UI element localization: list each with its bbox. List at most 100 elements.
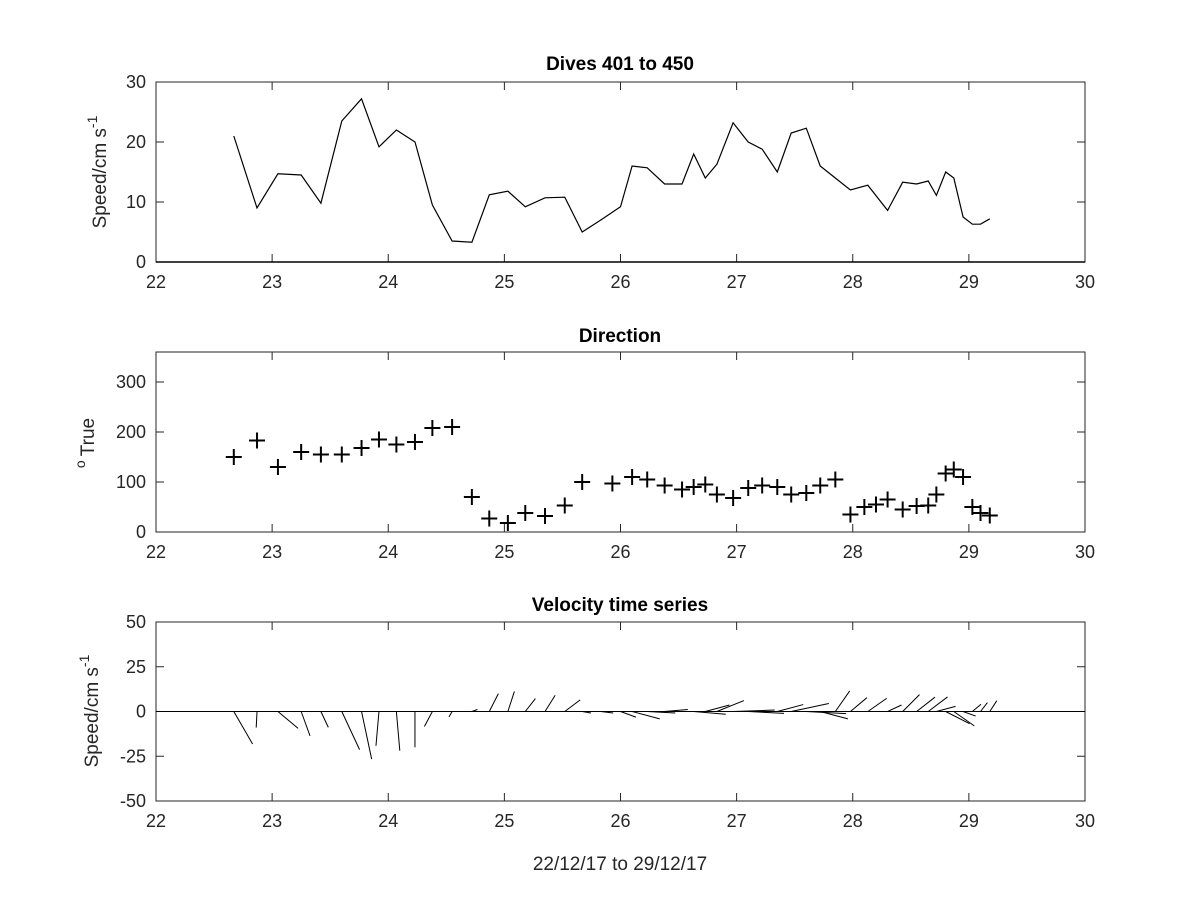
y-tick-label: -25 xyxy=(120,746,146,766)
velocity-stick xyxy=(945,711,970,725)
plot-area: 22 23 24 25 26 27 28 29 30 0 10 20 30 xyxy=(126,72,1095,292)
y-tick-label: 0 xyxy=(136,522,146,542)
x-axis-label: 22/12/17 to 29/12/17 xyxy=(533,854,707,875)
plot-area: 22 23 24 25 26 27 28 29 30 -50 -25 0 25 50 xyxy=(120,612,1095,831)
y-tick-label: -50 xyxy=(120,791,146,811)
y-tick-label: 25 xyxy=(126,657,146,677)
velocity-stick xyxy=(507,691,515,712)
direction-marker xyxy=(754,477,771,494)
panel-title: Velocity time series xyxy=(532,595,708,616)
velocity-stick xyxy=(488,693,499,712)
velocity-stick xyxy=(341,711,361,750)
velocity-stick xyxy=(423,711,433,727)
direction-panel: Direction oTrue 22 23 24 25 26 27 28 29 30010020… xyxy=(72,326,1095,562)
velocity-stick xyxy=(902,694,920,712)
direction-marker xyxy=(769,479,786,495)
velocity-stick xyxy=(777,704,804,712)
y-tick-label: 0 xyxy=(136,252,146,272)
y-axis-label-superscript: -1 xyxy=(84,115,100,128)
velocity-stick xyxy=(395,711,401,751)
x-tick-label: 27 xyxy=(727,811,747,831)
y-tick-label: 30 xyxy=(126,72,146,92)
direction-marker xyxy=(604,475,621,492)
velocity-stick xyxy=(936,705,956,712)
velocity-stick xyxy=(927,696,948,712)
direction-marker xyxy=(463,489,480,505)
y-tick-label: 0 xyxy=(136,702,146,722)
velocity-stick xyxy=(820,711,849,720)
x-tick-label: 24 xyxy=(378,811,398,831)
speed-panel: Dives 401 to 450 Speed/cm s-1 22 23 24 25 26… xyxy=(84,54,1095,292)
direction-marker xyxy=(388,436,405,453)
direction-marker xyxy=(685,479,702,495)
velocity-stick xyxy=(620,711,637,718)
y-axis-label: Speed/cm s-1 xyxy=(84,115,111,228)
y-tick-label: 50 xyxy=(126,612,146,632)
y-tick-label: 200 xyxy=(116,422,146,442)
direction-marker xyxy=(481,510,498,527)
direction-marker xyxy=(928,486,945,503)
y-axis-label-main: True xyxy=(78,418,99,456)
direction-marker xyxy=(937,465,954,482)
direction-marker xyxy=(708,486,725,503)
x-tick-label: 27 xyxy=(727,272,747,292)
velocity-stick xyxy=(375,711,380,746)
velocity-stick xyxy=(887,704,902,712)
x-tick-label: 28 xyxy=(843,542,863,562)
direction-marker xyxy=(269,459,286,475)
x-tick-label: 26 xyxy=(610,272,630,292)
velocity-stick xyxy=(962,711,976,717)
velocity-stick xyxy=(850,697,868,712)
direction-marker xyxy=(920,497,937,514)
direction-marker xyxy=(945,461,962,478)
velocity-stick xyxy=(233,711,254,745)
direction-marker xyxy=(656,477,673,494)
velocity-stick xyxy=(867,697,887,712)
x-tick-label: 29 xyxy=(959,272,979,292)
direction-marker xyxy=(639,471,656,488)
direction-marker xyxy=(499,515,516,531)
velocity-stick xyxy=(524,698,536,712)
y-axis-label-superscript: -1 xyxy=(76,654,92,667)
x-tick-label: 23 xyxy=(262,542,282,562)
direction-marker xyxy=(842,506,859,523)
speed-line xyxy=(233,97,991,243)
velocity-stick xyxy=(972,703,982,712)
direction-marker xyxy=(406,434,423,450)
panel-title: Direction xyxy=(579,326,661,347)
velocity-stick xyxy=(361,711,373,760)
x-tick-label: 27 xyxy=(727,542,747,562)
y-tick-label: 100 xyxy=(116,472,146,492)
direction-marker xyxy=(798,485,815,501)
x-tick-label: 22 xyxy=(146,272,166,292)
x-tick-label: 30 xyxy=(1075,272,1095,292)
x-tick-label: 28 xyxy=(843,272,863,292)
direction-marker xyxy=(574,474,591,490)
direction-marker xyxy=(783,486,800,503)
direction-marker xyxy=(537,508,554,524)
x-tick-label: 30 xyxy=(1075,811,1095,831)
direction-marker xyxy=(955,469,972,485)
direction-marker xyxy=(972,505,989,521)
direction-marker xyxy=(827,471,844,488)
x-tick-label: 23 xyxy=(262,272,282,292)
velocity-panel: Velocity time series Speed/cm s-1 22/12/… xyxy=(76,595,1095,875)
direction-marker xyxy=(333,446,350,463)
panel-title: Dives 401 to 450 xyxy=(546,54,694,75)
velocity-stick xyxy=(631,711,660,720)
direction-marker xyxy=(249,432,266,449)
velocity-stick xyxy=(980,702,988,712)
velocity-stick xyxy=(791,703,829,712)
velocity-stick xyxy=(916,696,936,712)
y-axis-label-superscript: o xyxy=(72,460,88,468)
velocity-stick xyxy=(320,711,329,728)
x-tick-label: 22 xyxy=(146,811,166,831)
velocity-stick xyxy=(544,694,556,712)
direction-marker xyxy=(867,496,884,513)
direction-marker xyxy=(556,497,573,514)
x-tick-label: 30 xyxy=(1075,542,1095,562)
direction-marker xyxy=(370,431,387,448)
x-tick-label: 24 xyxy=(378,272,398,292)
velocity-stick xyxy=(277,711,299,729)
